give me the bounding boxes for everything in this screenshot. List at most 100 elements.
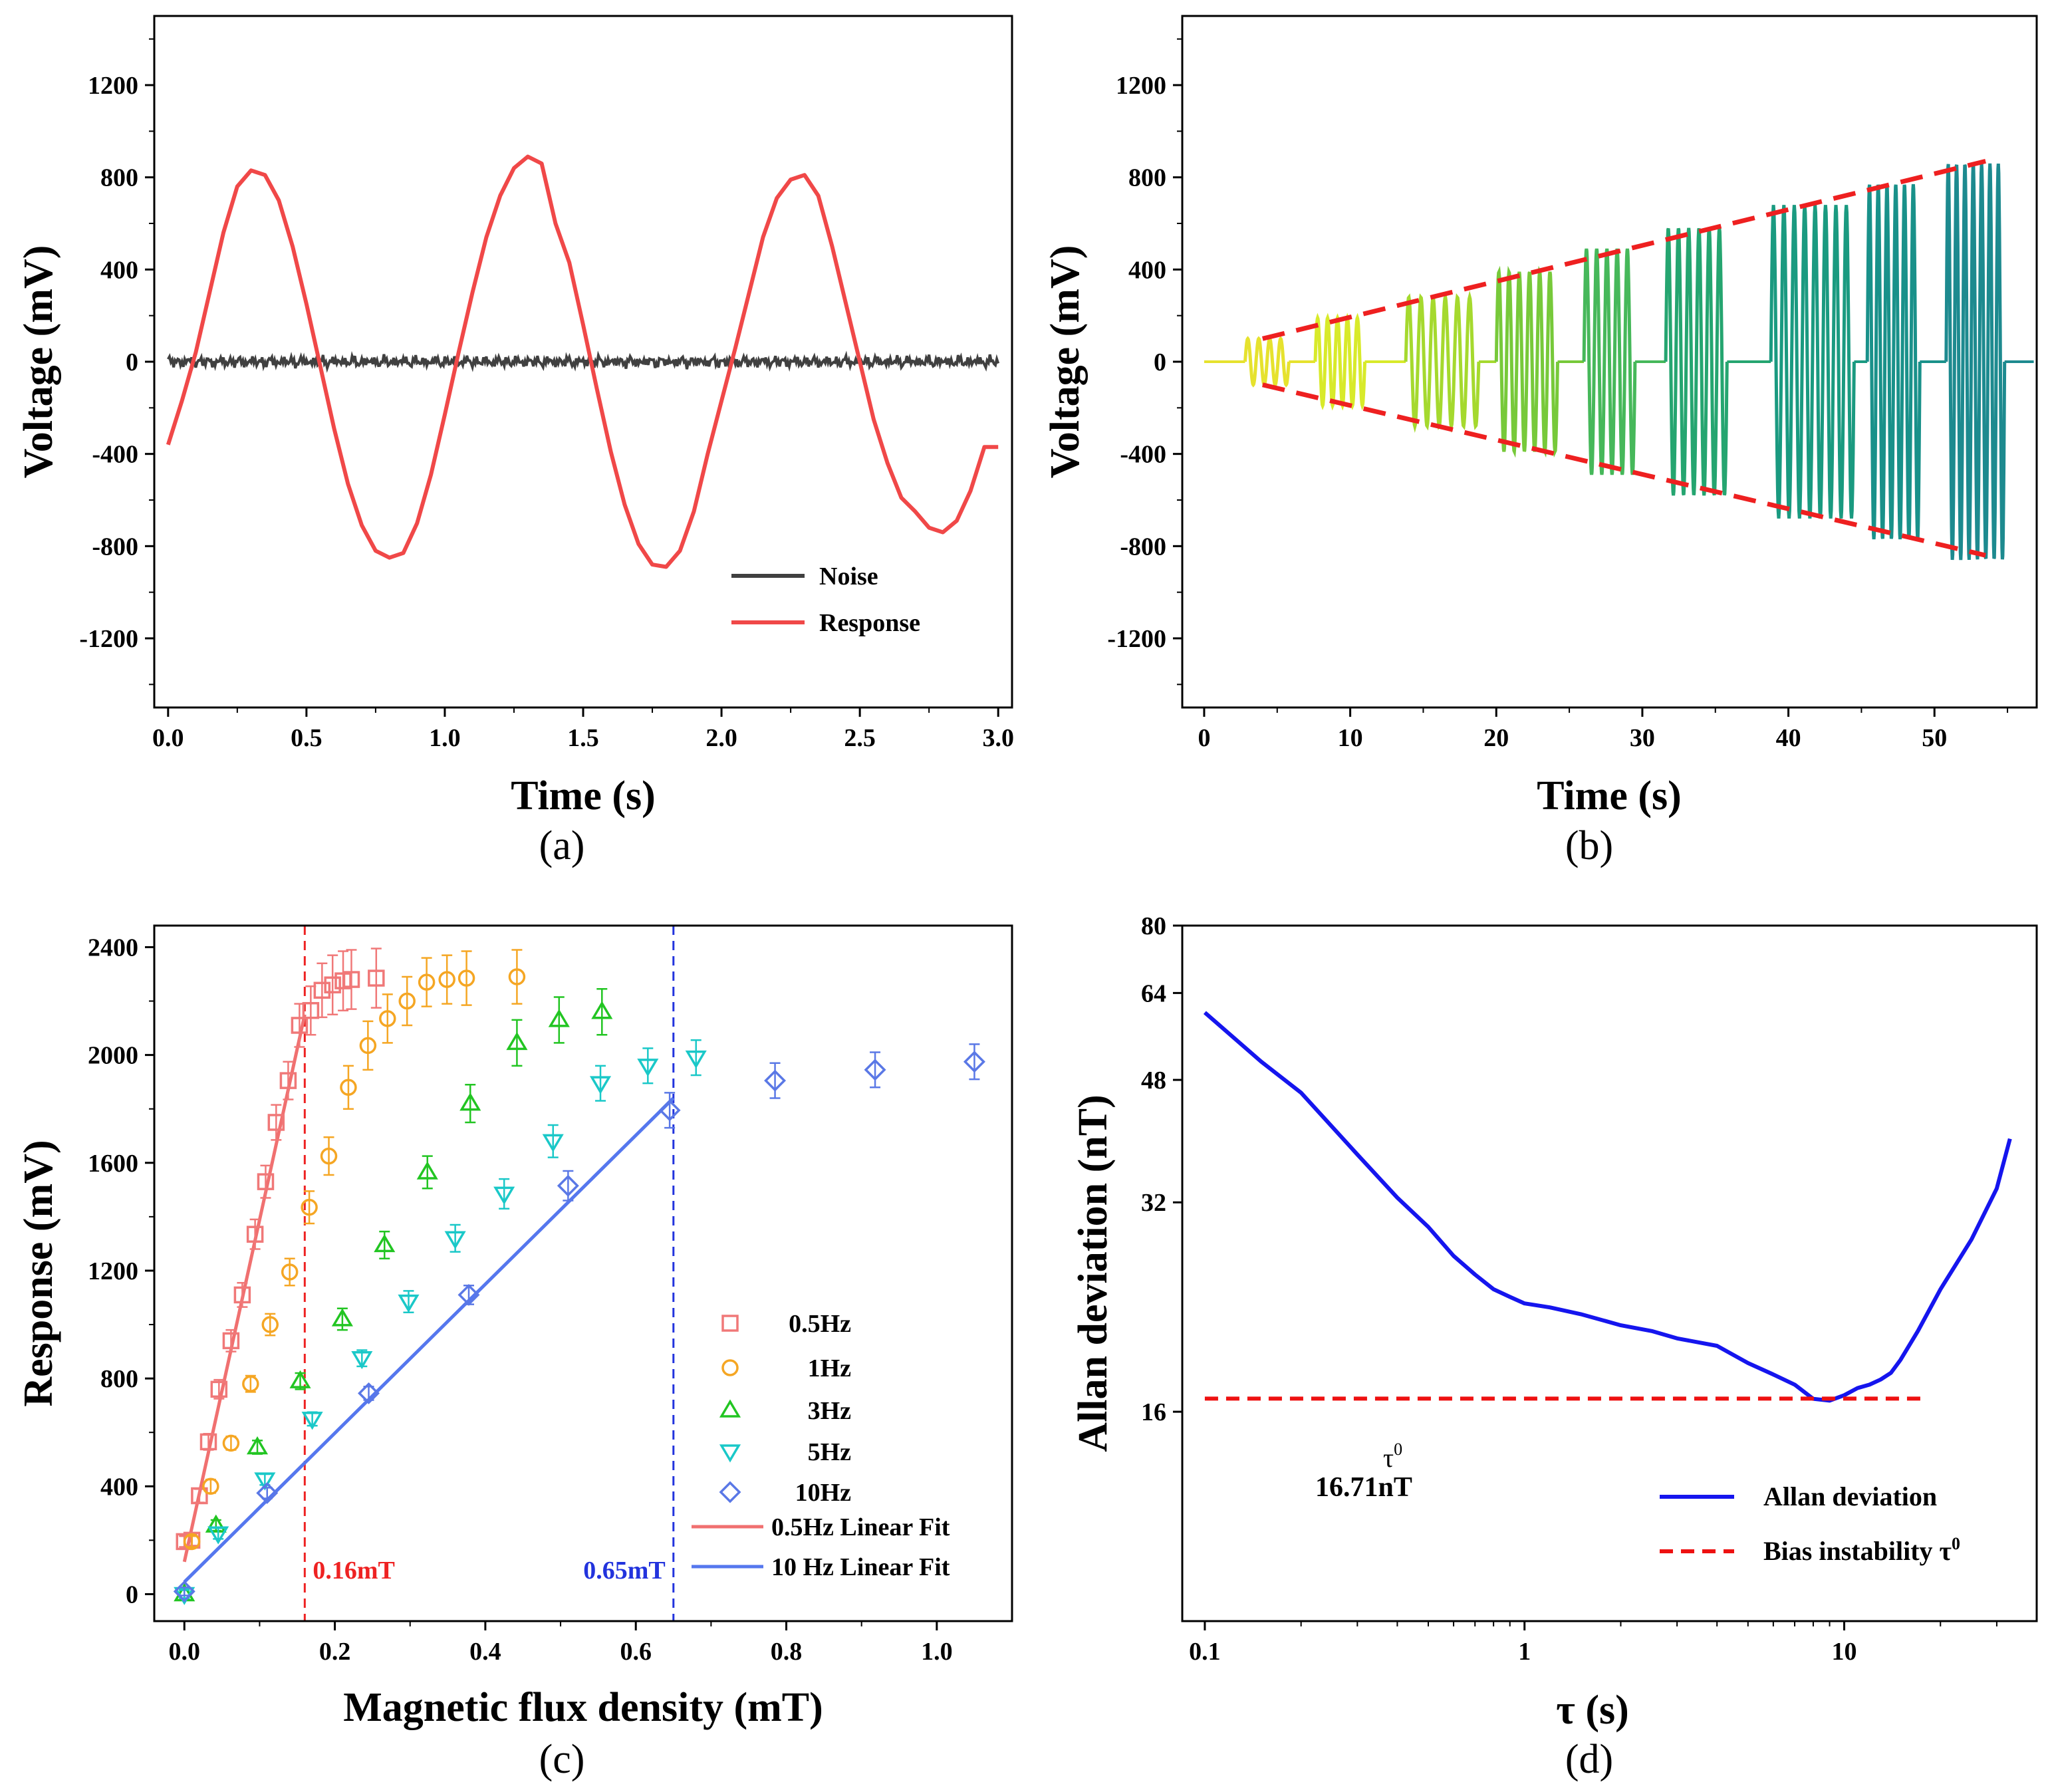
tau0-symbol: τ0 [1383,1440,1402,1473]
burst-signal [1769,205,1856,519]
panel-b: 0 10 20 30 40 50 -1200 -800 -400 0 400 800 1200 Time… [1043,15,2038,868]
legend-bias-label: Bias instability τ0 [1763,1534,1960,1566]
x-tick-label: 0.4 [469,1638,501,1666]
panel-a-legend: Noise Response [731,563,920,637]
burst-signal [1664,227,1729,496]
burst-signal [1582,248,1637,475]
y-tick-label: 48 [1141,1067,1166,1094]
panel-a-plot-area [166,154,1000,569]
y-tick-label: 16 [1141,1398,1166,1426]
y-tick-label: 2000 [88,1042,138,1070]
panel-d-axes: 0.1 1 10 16 32 48 64 80 [1141,912,1997,1666]
data-point [637,1059,659,1077]
y-tick-label: 800 [100,164,138,192]
panel-b-label: (b) [1565,823,1613,868]
data-point [459,1092,481,1111]
legend-marker [719,1481,741,1503]
panel-d-label: (d) [1565,1737,1613,1782]
panel-d-ylabel: Allan deviation (nT) [1071,1094,1116,1452]
panel-d: 0.1 1 10 16 32 48 64 80 τ (s) Allan deviation (… [1071,912,2038,1782]
panel-c-legend: 0.5Hz 1Hz 3Hz 5Hz 10Hz 0.5Hz Linear Fit 10 Hz … [692,1310,950,1581]
x-tick-label: 3.0 [982,724,1014,752]
x-tick-label: 1 [1518,1638,1531,1666]
data-point [457,969,475,987]
legend-marker [719,1444,741,1463]
x-tick-label: 0.5 [291,724,322,752]
y-tick-label: 0 [1154,348,1166,376]
data-point [331,1308,353,1327]
data-point [289,1370,311,1388]
legend-label: 10Hz [795,1479,852,1507]
data-point [279,1072,297,1089]
panel-a-ylabel: Voltage (mV) [16,245,61,479]
data-point [358,1382,380,1404]
data-point [591,1001,613,1019]
y-tick-label: 1200 [88,1257,138,1285]
burst-signal [1944,163,2007,561]
data-point [246,1436,269,1455]
y-tick-label: -400 [92,441,138,469]
x-tick-label: 0.0 [152,724,184,752]
noise-line [167,350,1000,373]
x-tick-label: 1.0 [921,1638,953,1666]
fit-line-1 [183,1096,675,1583]
legend-label: 0.5Hz Linear Fit [771,1513,950,1541]
panel-b-xlabel: Time (s) [1537,773,1682,819]
data-point [351,1350,373,1370]
data-point [398,992,416,1010]
y-tick-label: 1200 [88,72,138,100]
allan-deviation-line [1203,1011,2012,1403]
x-tick-label: 10 [1832,1638,1857,1666]
panel-c-ylabel: Response (mV) [16,1140,61,1406]
legend-label: 1Hz [808,1354,852,1382]
y-tick-label: 800 [1128,164,1166,192]
y-tick-label: 80 [1141,912,1166,940]
burst-signal [1404,290,1481,434]
y-tick-label: 1200 [1116,72,1166,100]
x-tick-label: 0.8 [771,1638,803,1666]
burst-signal [1494,265,1559,458]
panel-d-xlabel: τ (s) [1556,1688,1629,1733]
x-tick-label: 30 [1630,724,1655,752]
panel-c-axes: 0.16mT 0.65mT 0.0 0.2 0.4 0.6 0.8 1.0 0 400 800 120… [88,934,953,1666]
panel-c: 0.16mT 0.65mT 0.0 0.2 0.4 0.6 0.8 1.0 0 400 800 120… [16,924,1013,1782]
y-tick-label: 400 [100,256,138,284]
data-point [320,1147,338,1165]
y-tick-label: 0 [126,348,138,376]
data-point [242,1375,259,1392]
data-point [222,1434,240,1452]
data-point [368,969,385,987]
y-tick-label: 0 [126,1581,138,1608]
data-point [764,1069,787,1092]
data-point [256,1481,279,1504]
x-tick-label: 2.5 [844,724,876,752]
panel-c-xlabel: Magnetic flux density (mT) [343,1685,823,1730]
x-tick-label: 1.5 [567,724,599,752]
data-point [302,1001,320,1019]
data-point [233,1286,251,1304]
y-tick-label: 2400 [88,934,138,961]
envelope-lower [1262,382,1986,558]
y-tick-label: -400 [1120,441,1166,469]
x-tick-label: 0.2 [319,1638,351,1666]
vline-label: 0.65mT [583,1557,666,1585]
data-point [374,1233,396,1253]
panel-c-plot-area [173,926,985,1621]
y-tick-label: 800 [100,1365,138,1393]
legend-marker [721,1315,739,1332]
y-tick-label: 400 [1128,256,1166,284]
data-point [457,1283,480,1306]
data-point [257,1173,275,1190]
burst-signal [1243,336,1291,388]
y-tick-label: -800 [92,533,138,561]
data-point [210,1380,228,1398]
legend-response-label: Response [819,609,920,637]
panel-b-plot-area [1204,159,2034,561]
response-line [166,154,999,569]
data-point [291,1017,309,1034]
x-tick-label: 0.0 [169,1638,201,1666]
data-point [379,1010,396,1027]
data-point [340,1079,357,1096]
data-point [658,1099,681,1122]
